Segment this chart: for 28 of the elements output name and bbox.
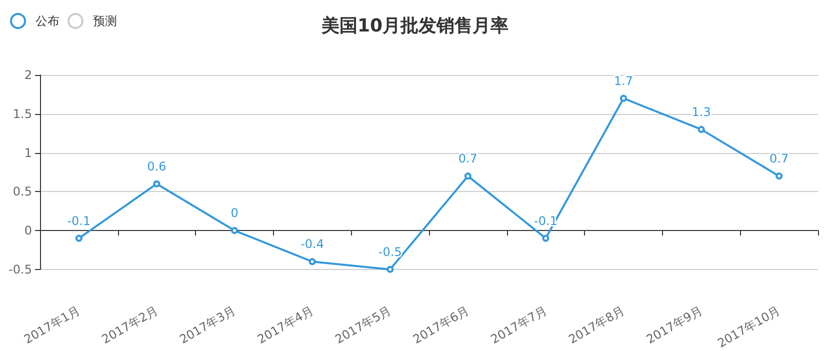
data-label: 1.3 <box>692 104 711 119</box>
chart-title: 美国10月批发销售月率 <box>320 16 509 36</box>
y-tick-label: 0 <box>24 224 32 238</box>
point <box>620 94 627 102</box>
data-label: 0.7 <box>770 152 789 166</box>
y-tick-label: 1 <box>24 146 32 160</box>
point <box>153 180 160 188</box>
data-label: 0 <box>230 206 238 220</box>
y-tick-label: -0.5 <box>8 262 32 276</box>
point <box>464 172 472 180</box>
data-label: 1.7 <box>614 74 634 88</box>
point <box>231 227 238 234</box>
data-label: -0.4 <box>300 237 324 252</box>
y-tick-label: 2 <box>24 68 32 82</box>
point <box>698 126 705 133</box>
data-label: 0.7 <box>458 152 478 166</box>
data-label: 0.6 <box>147 159 166 174</box>
legend-label: 公布 <box>36 14 60 28</box>
data-label: -0.1 <box>67 214 91 228</box>
point <box>308 258 316 266</box>
legend-label: 预测 <box>93 14 117 28</box>
point <box>386 266 394 273</box>
y-tick-label: 1.5 <box>12 106 32 121</box>
point <box>776 172 783 180</box>
y-tick-label: 0.5 <box>12 184 32 199</box>
point <box>75 234 82 242</box>
data-label: -0.5 <box>378 244 402 259</box>
point <box>542 234 550 242</box>
